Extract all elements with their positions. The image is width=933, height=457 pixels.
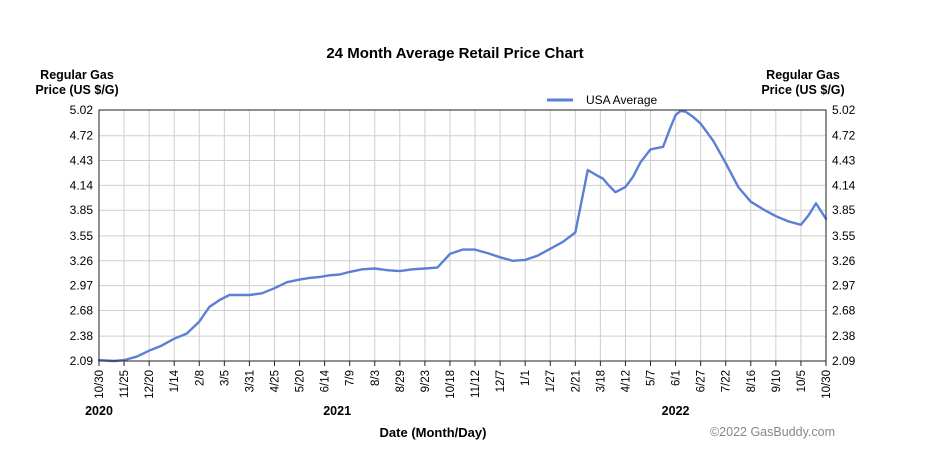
x-tick-label: 10/5 <box>796 370 808 392</box>
x-axis-title: Date (Month/Day) <box>380 425 487 440</box>
right-axis-title-line1: Regular Gas <box>766 68 840 82</box>
y-tick-label-left: 4.43 <box>70 154 94 168</box>
y-tick-label-left: 4.72 <box>70 129 94 143</box>
x-tick-label: 10/30 <box>94 370 106 399</box>
y-tick-label-right: 4.72 <box>832 129 856 143</box>
year-label-2022: 2022 <box>662 404 690 418</box>
y-tick-label-left: 2.09 <box>70 354 94 368</box>
x-tick-label: 8/16 <box>746 370 758 392</box>
y-tick-label-right: 3.85 <box>832 203 856 217</box>
left-axis-title-line2: Price (US $/G) <box>35 83 118 97</box>
y-tick-label-right: 5.02 <box>832 103 856 117</box>
legend: USA Average <box>547 93 657 107</box>
x-tick-label: 1/27 <box>545 370 557 392</box>
x-tick-label: 7/9 <box>345 370 357 386</box>
x-tick-label: 11/25 <box>119 370 131 398</box>
chart-title: 24 Month Average Retail Price Chart <box>326 45 583 62</box>
y-tick-label-left: 4.14 <box>70 178 94 192</box>
y-tick-label-left: 2.97 <box>70 279 94 293</box>
x-tick-label: 9/23 <box>420 370 432 392</box>
y-tick-label-right: 2.68 <box>832 303 856 317</box>
y-tick-label-left: 3.55 <box>70 229 94 243</box>
y-tick-label-left: 3.26 <box>70 254 94 268</box>
x-tick-label: 9/10 <box>771 370 783 392</box>
y-tick-label-left: 3.85 <box>70 203 94 217</box>
x-tick-label: 3/31 <box>244 370 256 392</box>
series-line-usa-average <box>97 109 828 363</box>
x-tick-label: 10/18 <box>445 370 457 399</box>
x-tick-label: 4/25 <box>269 370 281 392</box>
legend-label-usa-average: USA Average <box>586 93 657 107</box>
x-tick-label: 4/12 <box>620 370 632 392</box>
right-y-ticks: 5.02 4.72 4.43 4.14 3.85 3.55 3.26 2.97 2.68 2.38… <box>832 103 856 368</box>
x-tick-label: 8/3 <box>370 370 382 386</box>
x-tick-label: 10/30 <box>821 370 833 399</box>
x-tick-label: 5/7 <box>646 370 658 386</box>
y-tick-label-left: 5.02 <box>70 103 94 117</box>
right-axis-title-line2: Price (US $/G) <box>761 83 844 97</box>
y-tick-label-left: 2.68 <box>70 303 94 317</box>
year-label-2021: 2021 <box>323 404 351 418</box>
x-tick-label: 8/29 <box>395 370 407 392</box>
x-tick-label: 12/7 <box>495 370 507 392</box>
x-tick-label: 7/22 <box>721 370 733 392</box>
left-y-ticks: 5.02 4.72 4.43 4.14 3.85 3.55 3.26 2.97 2.68 2.38… <box>70 103 94 368</box>
y-tick-label-right: 3.26 <box>832 254 856 268</box>
x-tick-label: 3/18 <box>595 370 607 392</box>
x-tick-label: 2/21 <box>570 370 582 392</box>
y-tick-label-right: 4.43 <box>832 154 856 168</box>
y-tick-label-right: 3.55 <box>832 229 856 243</box>
y-tick-label-right: 2.09 <box>832 354 856 368</box>
x-tick-label: 11/12 <box>470 370 482 398</box>
y-tick-label-right: 2.38 <box>832 329 856 343</box>
y-tick-label-right: 2.97 <box>832 279 856 293</box>
x-tick-label: 2/8 <box>194 370 206 386</box>
credit-text: ©2022 GasBuddy.com <box>710 425 835 439</box>
x-tick-label: 6/1 <box>671 370 683 386</box>
x-tick-label: 3/5 <box>219 370 231 386</box>
x-tick-label: 1/1 <box>520 370 532 386</box>
plot-border <box>98 109 827 362</box>
y-tick-label-left: 2.38 <box>70 329 94 343</box>
series-group <box>97 109 828 363</box>
year-label-2020: 2020 <box>85 404 113 418</box>
x-tick-label: 12/20 <box>144 370 156 399</box>
y-tick-label-right: 4.14 <box>832 178 856 192</box>
year-labels: 2020 2021 2022 <box>85 404 689 418</box>
x-tick-label: 6/27 <box>696 370 708 392</box>
x-tick-label: 1/14 <box>169 369 181 392</box>
left-axis-title-line1: Regular Gas <box>40 68 114 82</box>
x-tick-label: 6/14 <box>320 369 332 392</box>
x-tick-label: 5/20 <box>295 370 307 392</box>
x-ticks: 10/30 11/25 12/20 1/14 2/8 3/5 3/31 4/25 5/20 6/1… <box>94 361 833 399</box>
